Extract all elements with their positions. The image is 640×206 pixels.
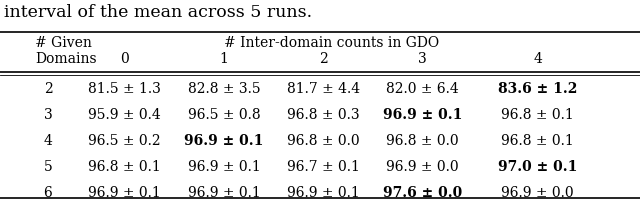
Text: 96.8 ± 0.0: 96.8 ± 0.0 (287, 134, 360, 148)
Text: 81.5 ± 1.3: 81.5 ± 1.3 (88, 82, 161, 96)
Text: 96.9 ± 0.1: 96.9 ± 0.1 (383, 108, 462, 122)
Text: 83.6 ± 1.2: 83.6 ± 1.2 (498, 82, 577, 96)
Text: 6: 6 (44, 186, 52, 200)
Text: 96.8 ± 0.0: 96.8 ± 0.0 (386, 134, 459, 148)
Text: 5: 5 (44, 160, 52, 174)
Text: 82.8 ± 3.5: 82.8 ± 3.5 (188, 82, 260, 96)
Text: 81.7 ± 4.4: 81.7 ± 4.4 (287, 82, 360, 96)
Text: 82.0 ± 6.4: 82.0 ± 6.4 (386, 82, 459, 96)
Text: 96.8 ± 0.3: 96.8 ± 0.3 (287, 108, 360, 122)
Text: 96.8 ± 0.1: 96.8 ± 0.1 (88, 160, 161, 174)
Text: 97.6 ± 0.0: 97.6 ± 0.0 (383, 186, 462, 200)
Text: 96.5 ± 0.8: 96.5 ± 0.8 (188, 108, 260, 122)
Text: 2: 2 (319, 52, 328, 66)
Text: 95.9 ± 0.4: 95.9 ± 0.4 (88, 108, 161, 122)
Text: 96.8 ± 0.1: 96.8 ± 0.1 (501, 108, 574, 122)
Text: 96.5 ± 0.2: 96.5 ± 0.2 (88, 134, 161, 148)
Text: 2: 2 (44, 82, 52, 96)
Text: 0: 0 (120, 52, 129, 66)
Text: 96.9 ± 0.0: 96.9 ± 0.0 (501, 186, 574, 200)
Text: 96.9 ± 0.1: 96.9 ± 0.1 (88, 186, 161, 200)
Text: # Inter-domain counts in GDO: # Inter-domain counts in GDO (223, 36, 439, 50)
Text: 4: 4 (44, 134, 52, 148)
Text: 96.9 ± 0.0: 96.9 ± 0.0 (386, 160, 459, 174)
Text: 96.9 ± 0.1: 96.9 ± 0.1 (188, 160, 260, 174)
Text: 96.9 ± 0.1: 96.9 ± 0.1 (188, 186, 260, 200)
Text: interval of the mean across 5 runs.: interval of the mean across 5 runs. (4, 4, 312, 21)
Text: 1: 1 (220, 52, 228, 66)
Text: 3: 3 (418, 52, 427, 66)
Text: 96.8 ± 0.1: 96.8 ± 0.1 (501, 134, 574, 148)
Text: 97.0 ± 0.1: 97.0 ± 0.1 (498, 160, 577, 174)
Text: Domains: Domains (35, 52, 97, 66)
Text: 3: 3 (44, 108, 52, 122)
Text: 4: 4 (533, 52, 542, 66)
Text: 96.9 ± 0.1: 96.9 ± 0.1 (287, 186, 360, 200)
Text: 96.9 ± 0.1: 96.9 ± 0.1 (184, 134, 264, 148)
Text: # Given: # Given (35, 36, 92, 50)
Text: 96.7 ± 0.1: 96.7 ± 0.1 (287, 160, 360, 174)
